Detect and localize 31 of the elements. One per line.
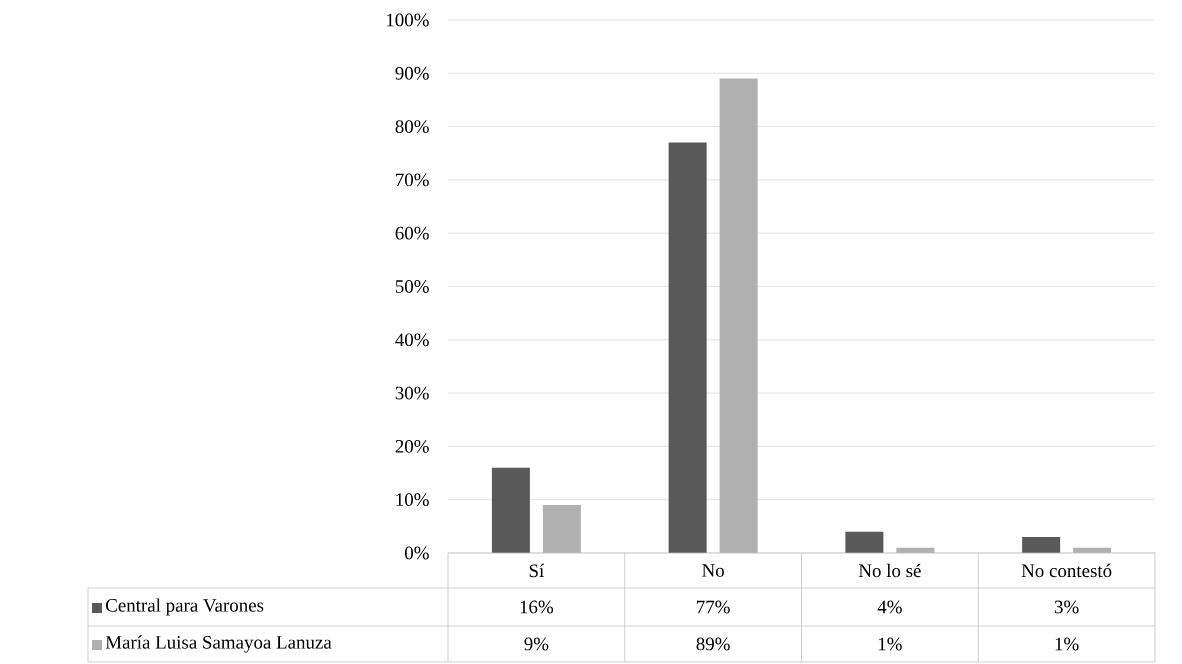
y-tick-label: 50% bbox=[395, 280, 429, 293]
x-tick-label: No lo sé bbox=[858, 563, 921, 578]
y-tick-label: 70% bbox=[396, 173, 429, 187]
data-label: 1% bbox=[1055, 637, 1079, 651]
y-tick-label: 60% bbox=[395, 226, 429, 240]
data-label: 89% bbox=[696, 637, 730, 651]
legend-label: María Luisa Samayoa Lanuza bbox=[105, 635, 332, 653]
bar bbox=[1022, 537, 1061, 553]
data-label: 77% bbox=[697, 600, 730, 614]
data-label: 1% bbox=[878, 637, 902, 651]
y-tick-label: 80% bbox=[395, 120, 429, 133]
x-tick-label: No bbox=[702, 564, 724, 577]
bar bbox=[668, 142, 707, 553]
y-tick-label: 20% bbox=[395, 439, 429, 453]
x-tick-label: No contestó bbox=[1021, 563, 1112, 578]
bar bbox=[542, 505, 581, 553]
y-tick-label: 10% bbox=[396, 493, 429, 507]
data-label: 3% bbox=[1054, 600, 1079, 614]
y-tick-label: 100% bbox=[387, 13, 429, 27]
y-tick-label: 30% bbox=[395, 386, 429, 400]
legend-label: Central para Varones bbox=[105, 598, 264, 616]
y-tick-label: 40% bbox=[395, 333, 429, 347]
x-tick-label: Sí bbox=[529, 563, 545, 578]
data-label: 16% bbox=[520, 600, 554, 614]
bar bbox=[845, 531, 884, 553]
bar bbox=[491, 467, 530, 553]
bar bbox=[719, 78, 758, 553]
data-label: 9% bbox=[524, 637, 549, 651]
data-label: 4% bbox=[877, 600, 902, 614]
y-tick-label: 0% bbox=[404, 546, 429, 560]
y-tick-label: 90% bbox=[395, 66, 429, 80]
